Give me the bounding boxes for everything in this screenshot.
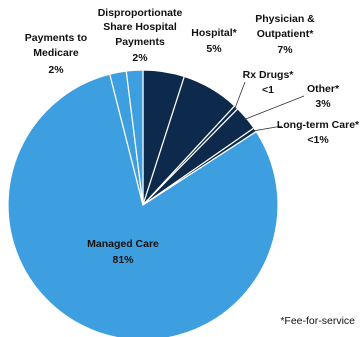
- label-long-term-care-name: Long-term Care*: [277, 119, 360, 131]
- label-dsh-line1: Disproportionate: [98, 7, 183, 19]
- label-rx-drugs: Rx Drugs* <1: [243, 69, 295, 96]
- label-rx-drugs-value: <1: [262, 84, 274, 96]
- label-physician-line1: Physician &: [255, 13, 315, 25]
- pie-slice-disproportionate-share-hospital-payments: [125, 69, 144, 206]
- label-hospital-value: 5%: [206, 43, 222, 55]
- footnote: *Fee-for-service: [280, 315, 355, 327]
- label-long-term-care-value: <1%: [307, 134, 329, 146]
- label-managed-care-value: 81%: [112, 254, 134, 266]
- label-payments-to-medicare-line2: Medicare: [33, 47, 79, 59]
- label-physician-value: 7%: [277, 44, 293, 56]
- label-managed-care-name: Managed Care: [87, 238, 159, 250]
- label-hospital: Hospital* 5%: [191, 27, 237, 55]
- label-managed-care: Managed Care 81%: [87, 238, 159, 266]
- label-dsh-line2: Share Hospital: [103, 21, 177, 33]
- pie-slices: [7, 69, 279, 337]
- label-dsh-value: 2%: [132, 52, 148, 64]
- label-hospital-name: Hospital*: [191, 27, 237, 39]
- label-physician-outpatient: Physician & Outpatient* 7%: [255, 13, 315, 56]
- label-rx-drugs-name: Rx Drugs*: [243, 69, 295, 81]
- label-payments-to-medicare-value: 2%: [48, 64, 64, 76]
- leader-other: [244, 95, 305, 120]
- label-payments-to-medicare: Payments to Medicare 2%: [25, 32, 87, 76]
- label-other-name: Other*: [307, 83, 340, 95]
- label-disproportionate-share: Disproportionate Share Hospital Payments…: [98, 7, 183, 64]
- label-other-value: 3%: [315, 98, 331, 110]
- leader-lines: [234, 81, 305, 132]
- pie-slice-managed-care: [7, 73, 279, 337]
- label-physician-line2: Outpatient*: [257, 28, 314, 40]
- leader-rx-drugs: [234, 81, 246, 109]
- label-payments-to-medicare-line1: Payments to: [25, 32, 87, 44]
- leader-long-term-care: [253, 125, 283, 132]
- label-long-term-care: Long-term Care* <1%: [277, 119, 360, 146]
- label-other: Other* 3%: [307, 83, 340, 110]
- label-dsh-line3: Payments: [115, 36, 165, 48]
